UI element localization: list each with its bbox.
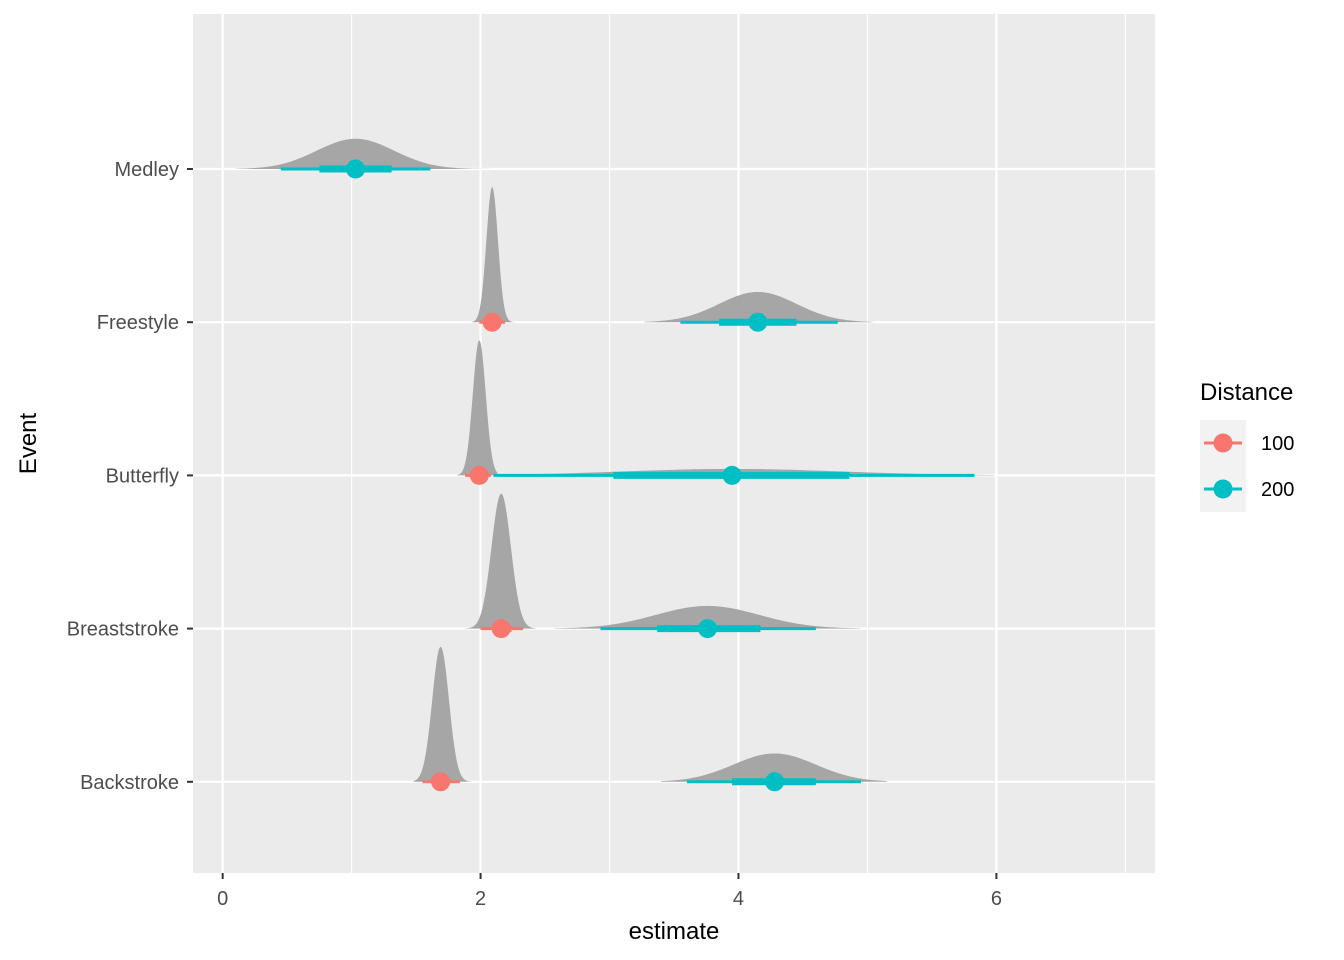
- density-freestyle-100: [471, 187, 516, 323]
- median-point-freestyle-100: [482, 312, 502, 332]
- density-backstroke-200: [661, 753, 887, 782]
- y-tick-label: Medley: [115, 159, 179, 181]
- median-point-butterfly-200: [722, 465, 742, 485]
- axes: 0 2 4 6 Medley Freestyle Butterfly Breaststroke…: [67, 159, 1002, 910]
- legend-title: Distance: [1200, 379, 1293, 406]
- median-point-breaststroke-100: [491, 619, 511, 639]
- density-butterfly-100: [457, 340, 498, 476]
- median-point-butterfly-100: [469, 465, 489, 485]
- y-tick-label: Freestyle: [97, 312, 179, 334]
- density-curves: [235, 138, 994, 782]
- x-tick-label: 6: [991, 888, 1002, 910]
- density-backstroke-100: [413, 646, 472, 782]
- x-tick-label: 4: [733, 888, 744, 910]
- density-breaststroke-100: [463, 493, 537, 629]
- median-point-backstroke-100: [431, 772, 451, 792]
- y-tick-label: Breaststroke: [67, 619, 179, 641]
- y-tick-label: Backstroke: [80, 772, 179, 794]
- density-breaststroke-200: [555, 605, 860, 629]
- median-point-backstroke-200: [765, 772, 785, 792]
- y-axis-title: Event: [15, 412, 42, 474]
- y-tick-label: Butterfly: [106, 465, 179, 487]
- legend-key-point-100: [1213, 433, 1233, 453]
- legend-key-point-200: [1213, 479, 1233, 499]
- density-medley-200: [235, 138, 490, 169]
- x-tick-label: 2: [475, 888, 486, 910]
- x-tick-label: 0: [217, 888, 228, 910]
- median-point-medley-200: [345, 159, 365, 179]
- legend-label-200: 200: [1261, 479, 1294, 501]
- density-freestyle-200: [644, 291, 873, 323]
- legend: Distance 100 200: [1200, 379, 1294, 512]
- legend-label-100: 100: [1261, 433, 1294, 455]
- median-point-breaststroke-200: [698, 619, 718, 639]
- median-point-freestyle-200: [748, 312, 768, 332]
- x-axis-title: estimate: [629, 918, 720, 945]
- interval-marks: [280, 159, 975, 792]
